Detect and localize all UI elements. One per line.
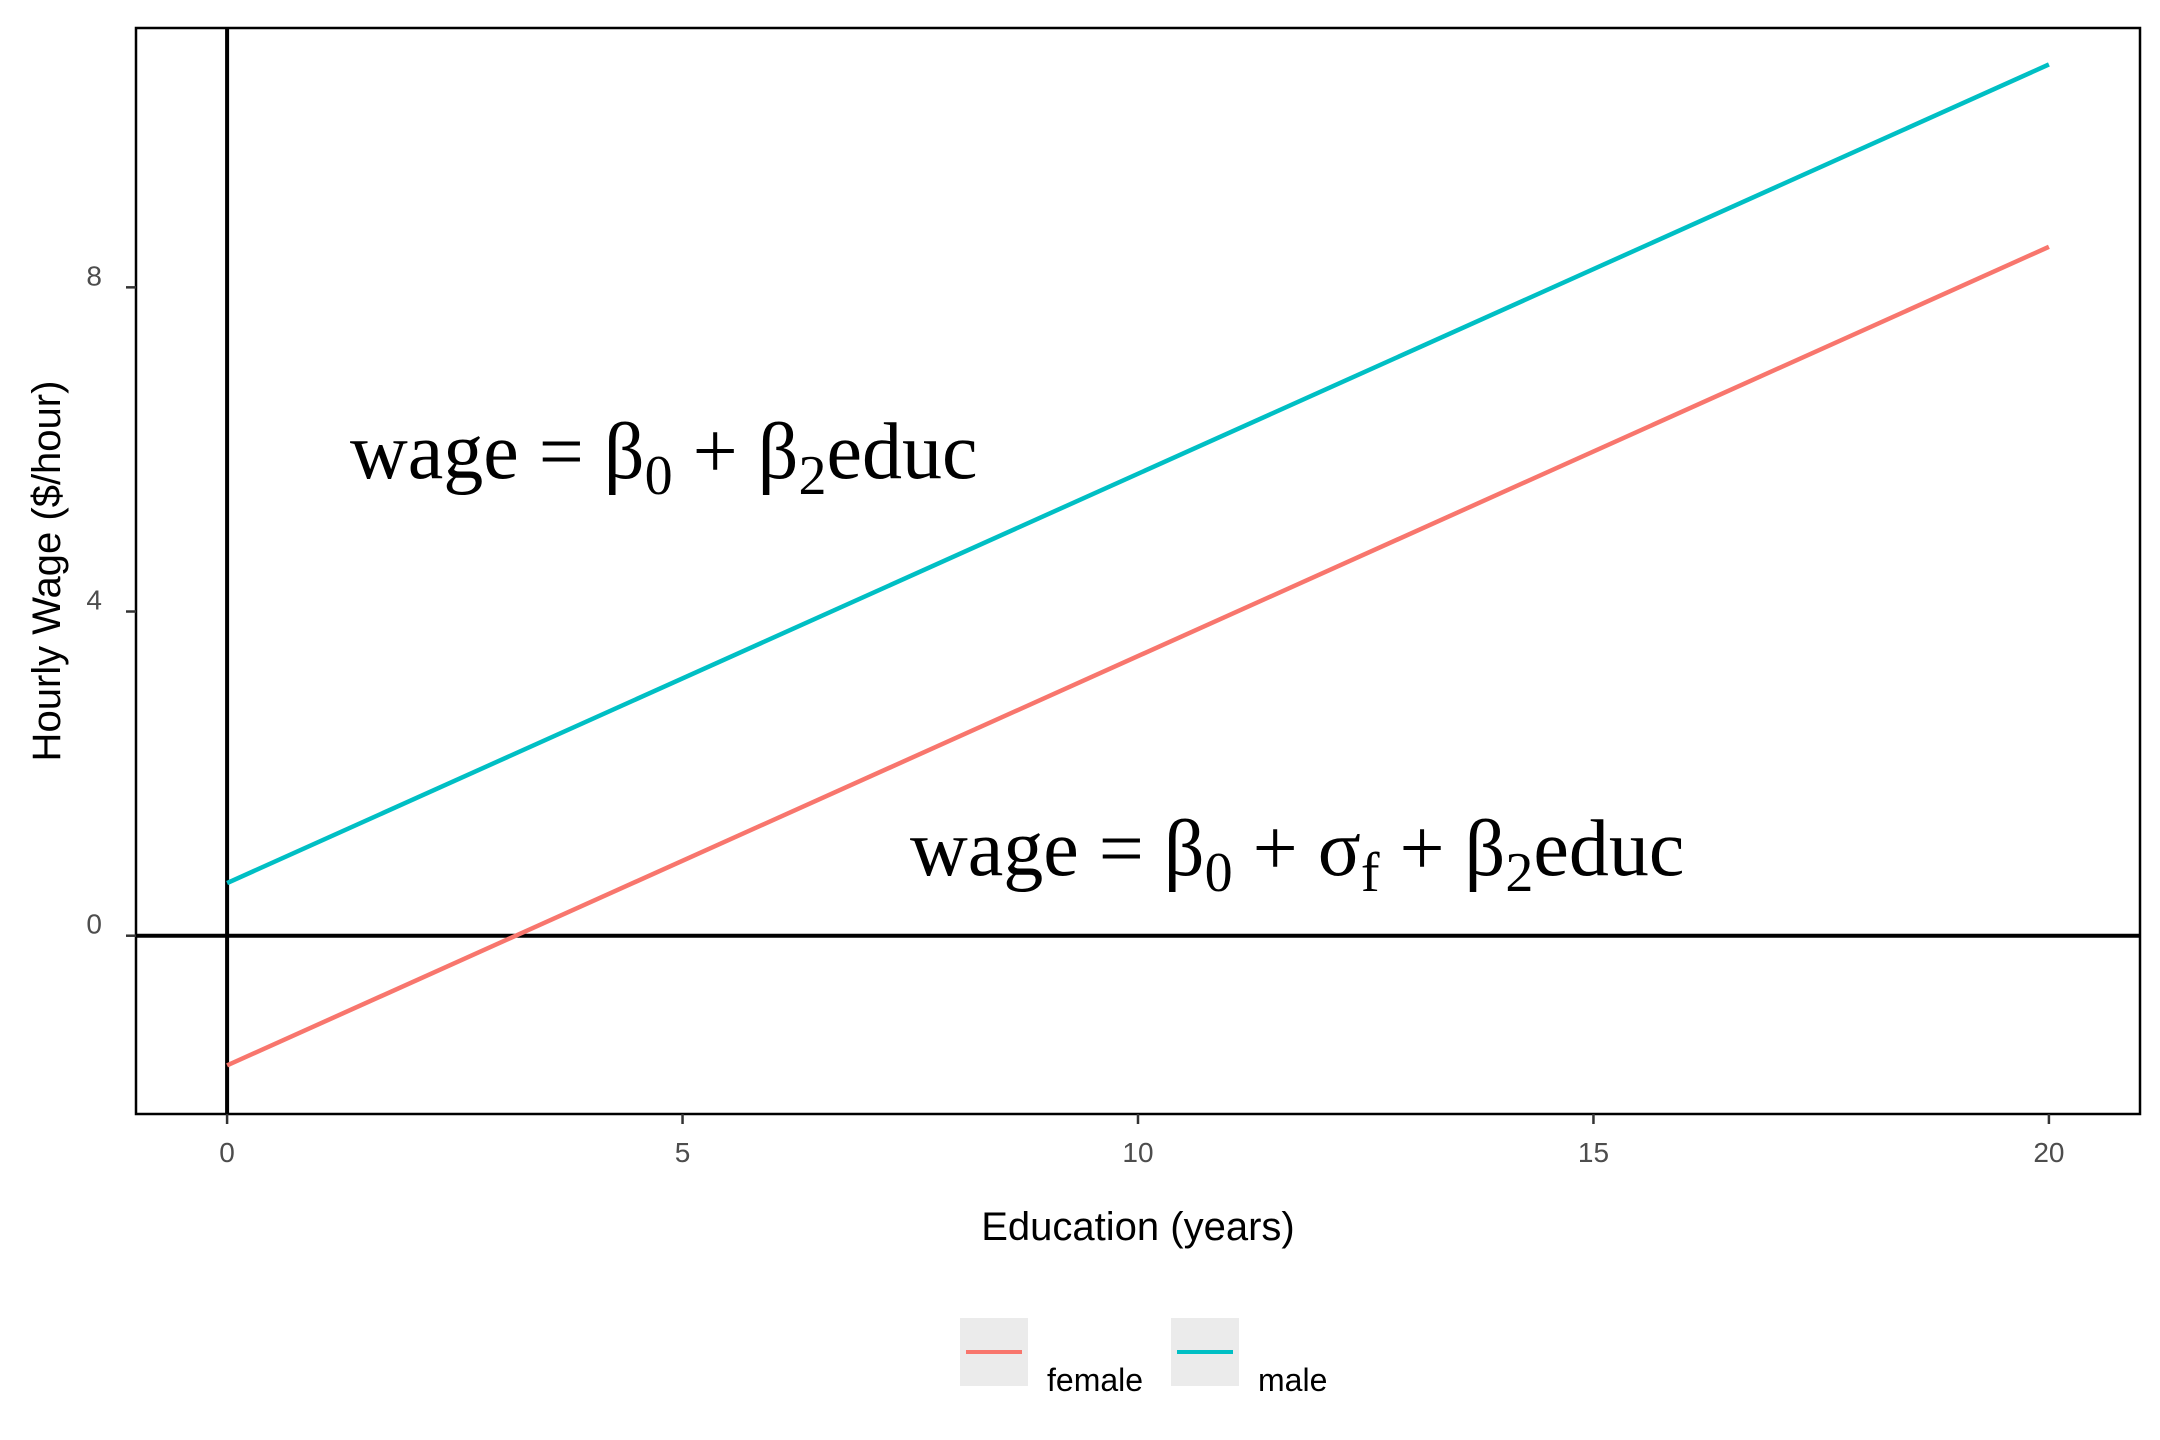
series-line-female [226,244,2050,1068]
series-line-male [226,62,2050,886]
equation-text: + β [1380,805,1506,893]
plot-panel [134,26,2142,1116]
x-tick-label: 5 [675,1137,691,1168]
legend-label-male: male [1258,1362,1327,1398]
equation-text: educ [826,408,977,496]
equation-subscript: 2 [1505,842,1533,904]
x-axis-title: Education (years) [981,1205,1294,1249]
equation-text: + σ [1233,805,1361,893]
y-tick-label: 8 [86,260,102,291]
equation-female: wage = β0 + σf + β2educ [910,805,1684,904]
equation-subscript: 2 [798,445,826,507]
x-tick-label: 10 [1122,1137,1153,1168]
series-lines [226,62,2050,1068]
y-axis-ticks: 0 4 8 [86,260,136,940]
equation-male: wage = β0 + β2educ [350,408,977,507]
equation-text: + β [673,408,799,496]
equation-text: wage = β [910,805,1205,893]
equation-text: educ [1533,805,1684,893]
equation-subscript: 0 [1205,842,1233,904]
x-axis-ticks: 0 5 10 15 20 [219,1114,2064,1168]
legend-label-female: female [1047,1362,1143,1398]
y-axis-title: Hourly Wage ($/hour) [25,381,69,762]
equation-subscript: 0 [645,445,673,507]
y-tick-label: 0 [86,909,102,940]
x-tick-label: 0 [219,1137,235,1168]
equation-subscript: f [1361,842,1380,904]
y-tick-label: 4 [86,585,102,616]
equation-text: wage = β [350,408,645,496]
x-tick-label: 15 [1578,1137,1609,1168]
legend: female male [960,1318,1327,1398]
x-tick-label: 20 [2033,1137,2064,1168]
